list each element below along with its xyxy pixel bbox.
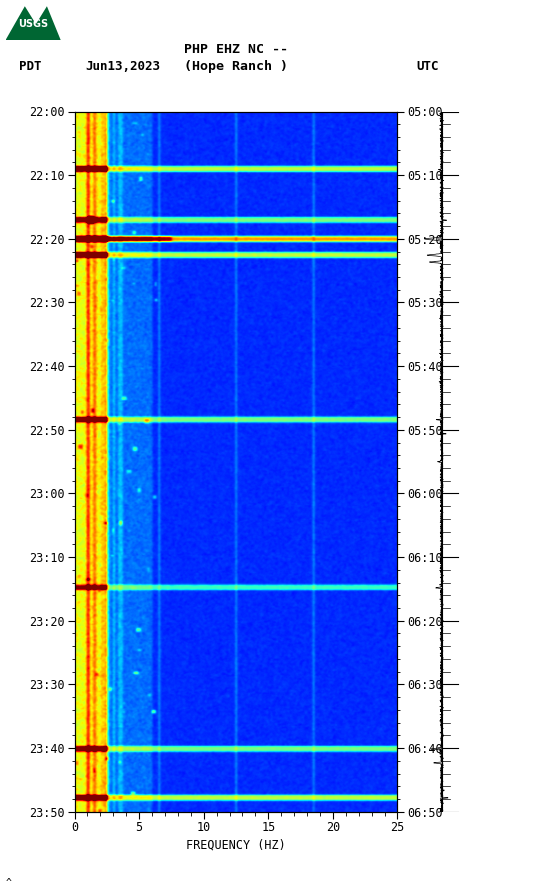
- Text: ^: ^: [6, 878, 12, 888]
- Polygon shape: [6, 6, 61, 40]
- X-axis label: FREQUENCY (HZ): FREQUENCY (HZ): [186, 838, 286, 852]
- Text: USGS: USGS: [18, 19, 48, 29]
- Text: PHP EHZ NC --: PHP EHZ NC --: [184, 44, 288, 56]
- Text: PDT: PDT: [19, 60, 42, 72]
- Text: (Hope Ranch ): (Hope Ranch ): [184, 60, 288, 72]
- Text: Jun13,2023: Jun13,2023: [86, 60, 161, 72]
- Text: UTC: UTC: [417, 60, 439, 72]
